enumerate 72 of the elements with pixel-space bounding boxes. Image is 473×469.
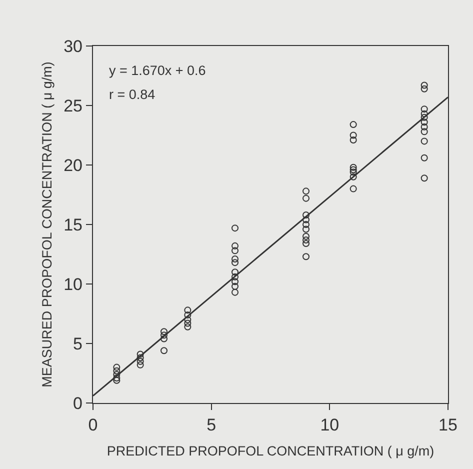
point [113, 367, 120, 374]
x-tick-label: 10 [320, 416, 340, 434]
point [136, 358, 144, 365]
point [302, 216, 310, 224]
point [136, 350, 144, 358]
x-tick-label: 0 [88, 416, 98, 434]
x-tick-label: 15 [438, 416, 458, 434]
x-tick-label: 5 [206, 416, 216, 434]
point [113, 376, 120, 384]
y-tick-label: 20 [64, 156, 82, 175]
point [350, 168, 357, 176]
point [420, 138, 428, 145]
point [232, 224, 238, 232]
point [420, 106, 428, 113]
point [184, 306, 192, 314]
point [232, 247, 238, 254]
y-tick-label: 15 [64, 215, 82, 234]
point [420, 82, 428, 89]
point [302, 226, 310, 233]
point [350, 185, 357, 192]
point [420, 118, 428, 126]
point [232, 268, 238, 276]
annotation: r = 0.84 [109, 87, 156, 102]
point [232, 278, 238, 286]
point [420, 114, 428, 121]
point [113, 374, 120, 382]
point [302, 221, 310, 228]
point [160, 347, 168, 354]
point [420, 110, 428, 118]
point [302, 211, 310, 218]
point [350, 166, 357, 174]
point [232, 273, 238, 280]
point [420, 128, 428, 136]
point [184, 320, 192, 327]
point [420, 123, 428, 130]
point [420, 154, 428, 162]
y-tick-label: 5 [73, 334, 82, 354]
y-tick-label: 10 [64, 274, 82, 294]
point [232, 242, 238, 250]
y-tick-label: 30 [64, 36, 82, 56]
point [350, 164, 357, 171]
point [302, 188, 310, 195]
point [350, 136, 357, 144]
point [160, 335, 168, 342]
point [113, 370, 120, 378]
point [160, 332, 168, 339]
point [232, 256, 238, 263]
point [232, 288, 238, 296]
annotation: y = 1.670x + 0.6 [109, 63, 206, 78]
point [420, 174, 428, 182]
point [302, 253, 310, 260]
point [350, 132, 357, 139]
point [184, 323, 192, 330]
point [184, 311, 192, 318]
point [160, 328, 168, 336]
x-axis-title: PREDICTED PROPOFOL CONCENTRATION ( μ g/m) [106, 443, 434, 458]
point [350, 173, 357, 180]
point [350, 121, 357, 128]
y-axis-title: MEASURED PROPOFOL CONCENTRATION ( μ g/m) [39, 62, 54, 388]
y-tick-label: 25 [64, 96, 82, 116]
point [232, 259, 238, 266]
point [136, 361, 144, 368]
point [302, 236, 310, 244]
point [302, 240, 310, 248]
point [302, 194, 310, 202]
point [136, 354, 144, 362]
point [113, 364, 120, 371]
y-tick-label: 0 [73, 394, 82, 413]
point [420, 85, 428, 92]
point [232, 282, 238, 290]
point [184, 316, 192, 324]
point [302, 232, 310, 240]
